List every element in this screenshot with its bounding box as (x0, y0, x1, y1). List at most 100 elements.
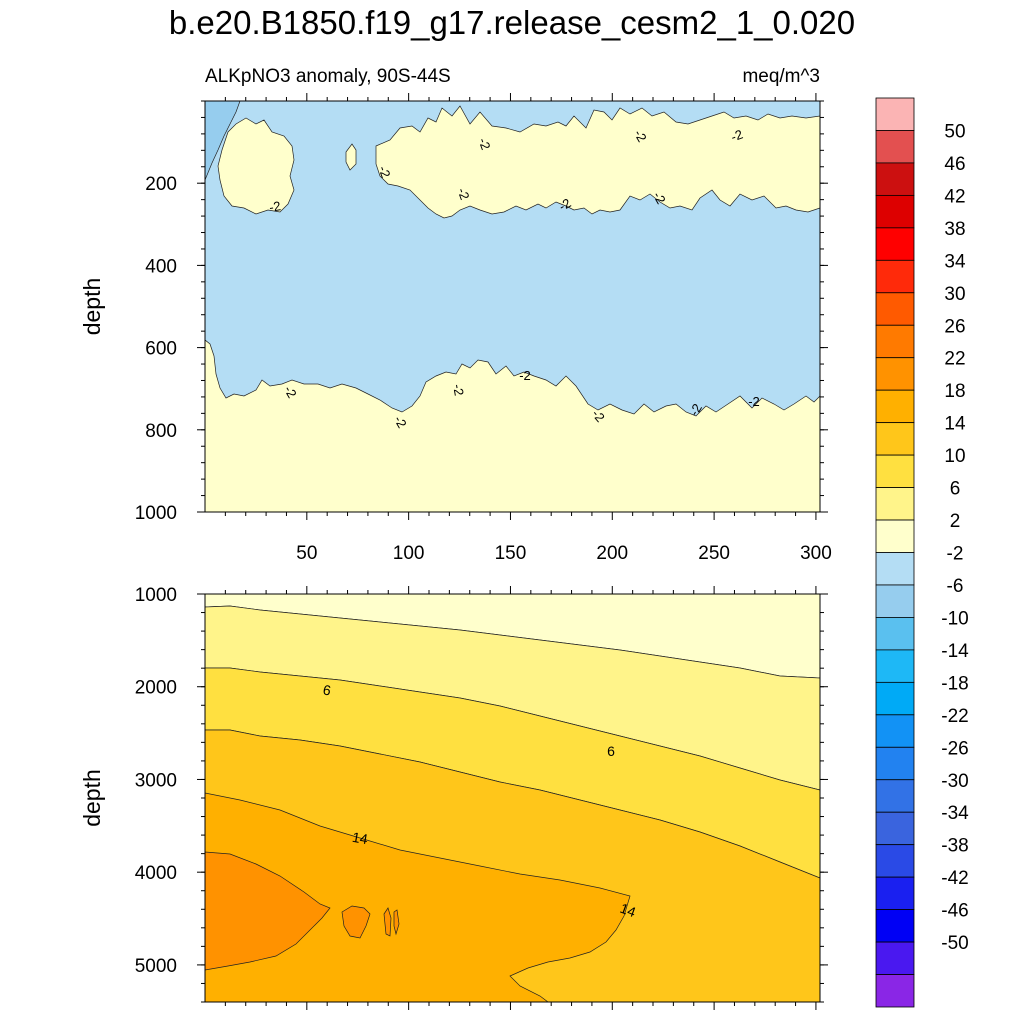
colorbar-swatch (875, 519, 915, 553)
units-label: meq/m^3 (742, 66, 820, 87)
upper-contour-band (217, 117, 295, 215)
colorbar-label: -38 (941, 836, 968, 857)
lower-contour-band (341, 905, 371, 939)
contour-label: -2 (729, 127, 745, 145)
x-tick-label: 150 (495, 543, 527, 564)
colorbar-swatch (875, 649, 915, 683)
colorbar-label: 10 (944, 446, 965, 467)
colorbar-label: -18 (941, 673, 968, 694)
colorbar-label: -42 (941, 868, 968, 889)
colorbar-label: 26 (944, 316, 965, 337)
colorbar-label: 2 (950, 511, 961, 532)
colorbar-label: -10 (941, 608, 968, 629)
colorbar-label: -46 (941, 901, 968, 922)
colorbar-swatch (875, 844, 915, 878)
y-tick-label: 400 (145, 256, 177, 277)
colorbar-label: 42 (944, 186, 965, 207)
contour-label: -2 (454, 186, 472, 202)
colorbar-swatch (875, 194, 915, 229)
colorbar-swatch (875, 584, 915, 618)
contour-label: -2 (450, 383, 467, 397)
upper-contour-band (205, 339, 820, 512)
colorbar-label: 30 (944, 284, 965, 305)
colorbar-swatch (875, 617, 915, 651)
colorbar-swatch (875, 454, 915, 488)
contour-label: -2 (375, 164, 393, 180)
colorbar-label: -6 (947, 576, 964, 597)
colorbar-swatch (875, 909, 915, 943)
contour-label: 14 (351, 829, 369, 847)
x-tick-label: 50 (296, 543, 317, 564)
colorbar-label: -2 (947, 544, 964, 565)
contour-label: 14 (618, 900, 638, 920)
colorbar-label: 50 (944, 121, 965, 142)
colorbar-swatch (875, 811, 915, 846)
y-axis-label: depth (79, 278, 105, 336)
contour-label: -2 (519, 368, 531, 383)
colorbar-label: 46 (944, 154, 965, 175)
lower-contour-labels: 6 6 14 14 (322, 681, 638, 920)
colorbar-label: -34 (941, 803, 969, 824)
colorbar-swatch (875, 162, 915, 196)
colorbar-swatch (875, 357, 915, 391)
upper-plot-frame (204, 100, 821, 513)
colorbar-swatch (875, 292, 915, 326)
contour-label: 6 (322, 681, 333, 698)
lower-contour-band (393, 909, 400, 936)
y-tick-label: 2000 (135, 678, 177, 699)
colorbar-label: -50 (941, 933, 968, 954)
colorbar-swatch (875, 487, 915, 521)
axes: 50 100 150 200 250 300 200 400 600 800 1000 depth 10… (79, 93, 832, 1010)
colorbar-label: 34 (944, 251, 966, 272)
colorbar-label: -30 (941, 771, 968, 792)
colorbar-swatch (875, 779, 915, 813)
upper-contour-band (205, 101, 241, 181)
chart-title: b.e20.B1850.f19_g17.release_cesm2_1_0.02… (168, 4, 856, 41)
colorbar-label: -22 (941, 706, 968, 727)
colorbar-swatch (875, 97, 915, 131)
colorbar-swatch (875, 552, 915, 586)
y-axis-label: depth (79, 769, 105, 827)
lower-contour-band (205, 792, 631, 1002)
y-tick-label: 1000 (135, 585, 177, 606)
colorbar-swatch (875, 876, 915, 911)
colorbar-label: 38 (944, 219, 965, 240)
y-tick-label: 1000 (135, 503, 177, 524)
contour-label: -2 (748, 394, 760, 409)
colorbar-swatch (875, 130, 915, 164)
contour-label: 6 (607, 743, 615, 759)
contour-label: -2 (475, 136, 493, 152)
upper-contour-band (345, 143, 357, 171)
colorbar-label: -14 (941, 641, 969, 662)
colorbar-swatch (875, 324, 915, 359)
colorbar-label: 6 (950, 479, 961, 500)
lower-contour-band (383, 907, 392, 937)
colorbar-swatch (875, 746, 915, 781)
x-tick-label: 200 (596, 543, 628, 564)
panel-subtitle: ALKpNO3 anomaly, 90S-44S (205, 66, 451, 87)
x-tick-label: 100 (393, 543, 425, 564)
y-tick-label: 600 (145, 339, 177, 360)
colorbar-swatch (875, 941, 915, 975)
colorbar-swatch (875, 974, 915, 1008)
y-tick-label: 800 (145, 421, 177, 442)
y-tick-label: 4000 (135, 863, 177, 884)
lower-panel-fill (205, 594, 820, 1002)
colorbar-swatch (875, 389, 915, 424)
upper-contour-band (375, 105, 820, 219)
lower-contour-band (205, 851, 331, 971)
colorbar-swatch (875, 227, 915, 261)
y-tick-label: 3000 (135, 770, 177, 791)
contour-label: -2 (268, 198, 282, 215)
colorbar-label: 18 (944, 381, 965, 402)
colorbar-swatch (875, 422, 915, 456)
colorbar-swatch (875, 259, 915, 294)
x-tick-label: 250 (698, 543, 730, 564)
upper-panel-fill (205, 101, 820, 512)
colorbar-swatch (875, 681, 915, 716)
x-tick-label: 300 (800, 543, 832, 564)
colorbar-label: -26 (941, 738, 968, 759)
colorbar-label: 22 (944, 349, 965, 370)
y-tick-label: 200 (145, 174, 177, 195)
